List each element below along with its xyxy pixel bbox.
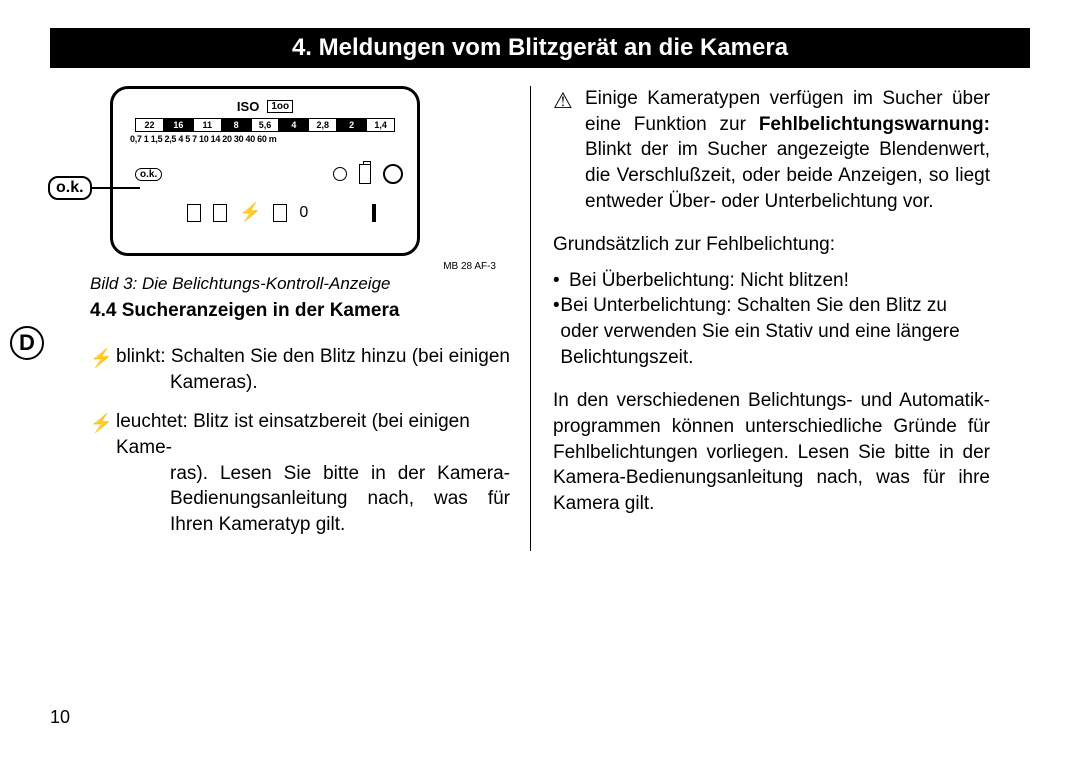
aperture-cell: 5,6 xyxy=(251,118,280,132)
zero-label: 0 xyxy=(299,204,308,222)
iso-value: 1oo xyxy=(267,100,293,113)
aperture-cell: 8 xyxy=(222,118,251,132)
ready-light-icon xyxy=(383,164,403,184)
mode-box-icon xyxy=(273,204,287,222)
flash-panel-diagram: o.k. ISO 1oo 22161185,642,821,4 0,7 1 1,… xyxy=(110,86,510,256)
language-badge: D xyxy=(10,326,44,360)
warning-paragraph: ⚠ Einige Kameratypen verfügen im Sucher … xyxy=(553,86,990,214)
aperture-scale: 22161185,642,821,4 xyxy=(135,118,395,132)
list-item: ⚡ leuchtet: Blitz ist einsatzbereit (bei… xyxy=(90,409,510,537)
aperture-cell: 4 xyxy=(279,118,308,132)
panel-icons-row1: o.k. xyxy=(127,154,403,194)
section-title: 4. Meldungen vom Blitzgerät an die Kamer… xyxy=(50,28,1030,68)
flash-icon: ⚡ xyxy=(90,346,116,395)
flash-icon: ⚡ xyxy=(239,202,261,223)
circle-icon xyxy=(333,167,347,181)
list-item: ⚡ blinkt: Schalten Sie den Blitz hinzu (… xyxy=(90,344,510,395)
bar-icon xyxy=(372,204,376,222)
content-columns: o.k. ISO 1oo 22161185,642,821,4 0,7 1 1,… xyxy=(50,86,1030,551)
flash-icon: ⚡ xyxy=(90,411,116,537)
bullet-list: •Bei Überbelichtung: Nicht blitzen! •Bei… xyxy=(553,268,990,371)
ok-callout: o.k. xyxy=(48,176,92,200)
distance-scale: 0,7 1 1,5 2,5 4 5 7 10 14 20 30 40 60 m xyxy=(130,134,400,144)
intro-line: Grundsätzlich zur Fehlbelichtung: xyxy=(553,232,990,258)
figure-caption: Bild 3: Die Belichtungs-Kontroll-Anzeige xyxy=(90,274,510,294)
left-column: o.k. ISO 1oo 22161185,642,821,4 0,7 1 1,… xyxy=(50,86,530,551)
aperture-cell: 11 xyxy=(193,118,222,132)
viewfinder-icon-list: ⚡ blinkt: Schalten Sie den Blitz hinzu (… xyxy=(90,344,510,537)
list-item: •Bei Unterbelichtung: Schalten Sie den B… xyxy=(553,293,990,370)
closing-paragraph: In den verschiedenen Belichtungs- und Au… xyxy=(553,388,990,516)
subheading: 4.4 Sucheranzeigen in der Kamera xyxy=(90,300,510,322)
aperture-cell: 2,8 xyxy=(308,118,337,132)
aperture-cell: 1,4 xyxy=(366,118,395,132)
list-item: •Bei Überbelichtung: Nicht blitzen! xyxy=(553,268,990,294)
mode-box-icon xyxy=(187,204,201,222)
mode-box-icon xyxy=(213,204,227,222)
page-number: 10 xyxy=(50,707,70,728)
ok-indicator: o.k. xyxy=(135,168,162,181)
model-label: MB 28 AF-3 xyxy=(443,261,496,272)
aperture-cell: 16 xyxy=(164,118,193,132)
aperture-cell: 2 xyxy=(337,118,366,132)
iso-label: ISO xyxy=(237,99,259,114)
right-column: ⚠ Einige Kameratypen verfügen im Sucher … xyxy=(530,86,990,551)
panel-icons-row2: ⚡ 0 xyxy=(127,202,403,223)
battery-icon xyxy=(359,164,371,184)
flash-lcd-panel: ISO 1oo 22161185,642,821,4 0,7 1 1,5 2,5… xyxy=(110,86,420,256)
iso-row: ISO 1oo xyxy=(127,99,403,114)
warning-icon: ⚠ xyxy=(553,86,585,214)
aperture-cell: 22 xyxy=(135,118,164,132)
